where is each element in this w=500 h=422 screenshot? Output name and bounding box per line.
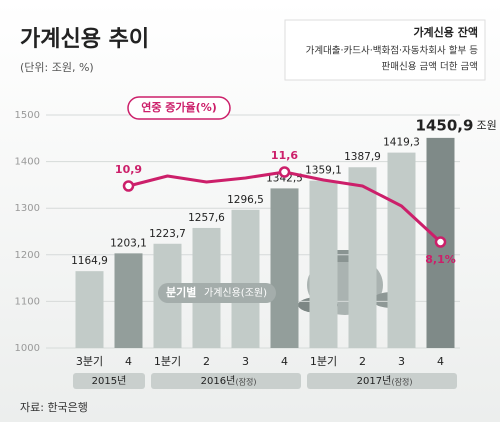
y-tick-label: 1000 (15, 343, 40, 354)
year-group-box (73, 373, 145, 389)
bar-label-sub: 가계신용(조원) (204, 287, 267, 299)
x-tick-label: 1분기 (154, 355, 181, 368)
unit-note: (단위: 조원, %) (20, 61, 94, 74)
value-label: 1419,3 (383, 137, 420, 149)
bar-label-box (158, 283, 276, 303)
x-tick-label: 4 (125, 355, 132, 368)
y-tick-label: 1500 (15, 110, 40, 121)
line-value-label: 10,9 (115, 163, 142, 176)
bar (270, 188, 299, 348)
bar (75, 271, 104, 348)
chart-title: 가계신용 추이 (20, 27, 149, 52)
line-value-label: 11,6 (271, 149, 298, 162)
legend-title: 가계신용 잔액 (413, 25, 478, 39)
line-point (122, 180, 135, 192)
y-tick-label: 1100 (15, 296, 40, 307)
line-point (278, 166, 291, 178)
bar-label: 분기별 (166, 285, 196, 299)
series-label-box (127, 96, 231, 120)
x-tick-label: 2 (203, 355, 210, 368)
x-tick-label: 1분기 (310, 355, 337, 368)
y-tick-label: 1200 (15, 250, 40, 261)
value-label: 1387,9 (344, 151, 381, 163)
value-unit: 조원 (477, 119, 497, 132)
x-tick-label: 3 (242, 355, 249, 368)
bar (387, 152, 416, 348)
value-label: 1164,9 (71, 255, 108, 267)
year-group-label: 2016년 (201, 375, 236, 387)
legend-box (284, 19, 486, 81)
value-label: 1359,1 (305, 165, 342, 177)
x-tick-label: 3 (398, 355, 405, 368)
bar (231, 209, 260, 348)
year-group-note: (잠정) (392, 377, 413, 387)
value-label: 1203,1 (110, 237, 147, 249)
year-group-box (151, 373, 301, 389)
legend-line: 가계대출·카드사·백화점·자동차회사 할부 등 (306, 45, 479, 57)
value-label: 1257,6 (188, 212, 225, 224)
x-tick-label: 4 (281, 355, 288, 368)
y-tick-label: 1400 (15, 157, 40, 168)
x-tick-label: 2 (359, 355, 366, 368)
value-label: 1223,7 (149, 228, 186, 240)
x-tick-label: 3분기 (76, 355, 103, 368)
x-tick-label: 4 (437, 355, 444, 368)
line-value-label: 8,1% (425, 253, 456, 266)
bar (348, 167, 377, 348)
year-group-label: 2017년 (357, 375, 392, 387)
bar (114, 253, 143, 348)
line-point (434, 236, 447, 248)
value-label: 1296,5 (227, 194, 264, 206)
legend-line: 판매신용 금액 더한 금액 (382, 61, 478, 73)
year-group-box (307, 373, 457, 389)
year-group-note: (잠정) (236, 377, 257, 387)
series-label: 연중 증가율(%) (141, 100, 217, 114)
value-label: 1450,9 (416, 116, 474, 134)
bar (309, 180, 338, 348)
y-tick-label: 1300 (15, 203, 40, 214)
source: 자료: 한국은행 (20, 401, 88, 414)
year-group-label: 2015년 (92, 375, 127, 387)
